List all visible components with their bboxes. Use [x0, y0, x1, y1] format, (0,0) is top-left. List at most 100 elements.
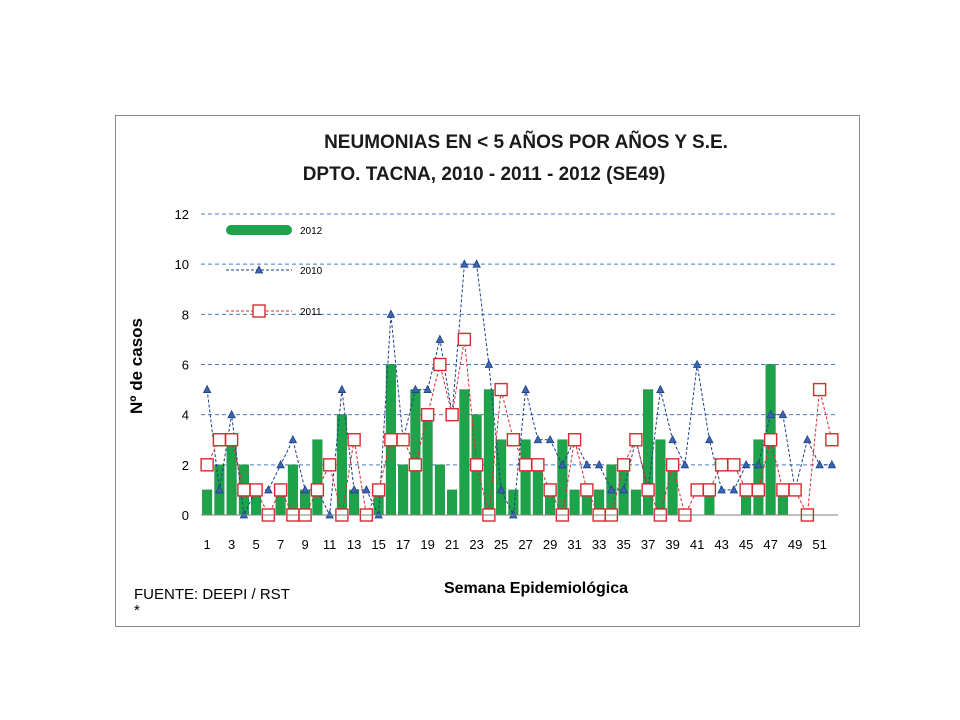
point-2010-week-48 — [778, 409, 788, 419]
point-2010-week-30 — [558, 459, 567, 469]
legend-marker-2011 — [252, 304, 266, 318]
x-tick-label-25: 25 — [494, 537, 508, 552]
point-2010-week-28 — [533, 434, 543, 444]
y-axis-ticks: 0 2 4 6 8 10 12 — [175, 207, 189, 523]
y-tick-label-10: 10 — [175, 257, 189, 272]
chart-title-line1: NEUMONIAS EN < 5 AÑOS POR AÑOS Y S.E. — [324, 131, 728, 153]
bar-2012-week-20 — [434, 464, 445, 516]
legend-label-2011: 2011 — [300, 307, 322, 318]
y-tick-label-4: 4 — [182, 408, 189, 423]
point-2010-week-20 — [435, 334, 445, 343]
legend-label-2012: 2012 — [300, 226, 323, 237]
point-2010-week-33 — [594, 459, 604, 469]
legend-swatch-2012 — [226, 225, 292, 235]
point-2010-week-13 — [349, 485, 359, 494]
point-2010-week-41 — [692, 359, 702, 368]
bar-2012-week-39 — [667, 464, 678, 516]
point-2011-week-35 — [616, 458, 631, 472]
x-tick-label-35: 35 — [616, 537, 630, 552]
point-2011-week-1 — [200, 458, 214, 472]
point-2010-week-16 — [386, 309, 396, 318]
x-tick-label-51: 51 — [812, 537, 826, 552]
point-2010-week-7 — [276, 459, 285, 469]
x-tick-label-29: 29 — [543, 537, 557, 552]
point-2011-week-22 — [457, 332, 472, 347]
x-tick-label-33: 33 — [592, 537, 606, 552]
legend: 2012 2010 2011 — [226, 225, 323, 318]
point-2011-week-21 — [445, 407, 459, 422]
bar-2012-week-25 — [496, 439, 507, 516]
x-tick-label-23: 23 — [469, 537, 483, 552]
x-tick-label-45: 45 — [739, 537, 753, 552]
x-tick-label-7: 7 — [277, 537, 284, 552]
point-2011-week-48 — [776, 483, 790, 497]
point-2010-week-9 — [300, 485, 310, 494]
point-2011-week-43 — [714, 458, 729, 472]
x-tick-label-15: 15 — [371, 537, 385, 552]
y-tick-label-2: 2 — [182, 458, 189, 473]
line-2010 — [206, 263, 832, 517]
point-2011-week-29 — [543, 483, 557, 497]
point-2011-week-7 — [273, 483, 288, 497]
y-tick-label-12: 12 — [175, 207, 189, 222]
point-2011-week-44 — [727, 458, 741, 472]
point-2011-week-39 — [665, 458, 680, 472]
chart-frame: NEUMONIAS EN < 5 AÑOS POR AÑOS Y S.E. DP… — [115, 115, 860, 627]
point-2010-week-39 — [668, 434, 677, 444]
y-tick-label-8: 8 — [182, 307, 189, 322]
point-2010-week-44 — [729, 485, 739, 494]
bar-2012-week-28 — [532, 464, 543, 516]
x-tick-label-31: 31 — [567, 537, 581, 552]
point-2010-week-19 — [423, 384, 432, 393]
line-2011 — [206, 339, 833, 517]
point-2011-week-42 — [702, 483, 717, 497]
point-2010-week-47 — [766, 409, 775, 419]
y-tick-label-0: 0 — [182, 508, 189, 523]
point-2011-week-46 — [751, 483, 766, 497]
point-2010-week-35 — [619, 485, 628, 494]
point-2010-week-45 — [741, 459, 751, 469]
point-2010-week-12 — [337, 384, 347, 393]
point-2010-week-6 — [264, 485, 273, 494]
x-tick-label-3: 3 — [228, 537, 235, 552]
bar-2012-week-10 — [312, 439, 323, 516]
point-2010-week-43 — [717, 485, 726, 494]
point-2011-week-10 — [310, 483, 325, 497]
point-2011-week-27 — [518, 458, 533, 472]
point-2010-week-8 — [288, 434, 298, 444]
chart-title-line2: DPTO. TACNA, 2010 - 2011 - 2012 (SE49) — [303, 164, 666, 185]
point-2010-week-50 — [803, 434, 812, 444]
bar-2012-week-27 — [520, 439, 531, 516]
chart-svg: NEUMONIAS EN < 5 AÑOS POR AÑOS Y S.E. DP… — [127, 131, 839, 619]
bar-2012-week-30 — [557, 439, 568, 516]
point-2011-week-13 — [347, 433, 361, 447]
source-note: FUENTE: DEEPI / RST — [134, 586, 290, 603]
point-2011-week-23 — [469, 458, 484, 472]
point-2011-week-26 — [506, 433, 521, 447]
x-tick-label-21: 21 — [445, 537, 459, 552]
bar-2012-week-24 — [483, 389, 494, 516]
x-axis-label: Semana Epidemiológica — [444, 580, 628, 597]
point-2011-week-31 — [567, 433, 582, 447]
point-2011-week-2 — [212, 433, 227, 447]
x-tick-label-13: 13 — [347, 537, 361, 552]
point-2011-week-5 — [249, 483, 263, 497]
point-2010-week-52 — [827, 459, 837, 469]
bar-2012-week-13 — [349, 489, 360, 516]
point-2010-week-14 — [362, 485, 371, 494]
point-2011-week-18 — [408, 458, 423, 472]
x-tick-label-41: 41 — [690, 537, 704, 552]
point-2011-week-19 — [420, 407, 435, 422]
bar-2012-week-1 — [202, 489, 213, 516]
point-2011-week-25 — [494, 382, 508, 397]
point-2010-week-46 — [754, 459, 763, 469]
point-2010-week-18 — [411, 384, 420, 393]
point-2011-week-16 — [384, 433, 398, 447]
point-2011-week-4 — [237, 483, 251, 497]
bar-2012-week-22 — [459, 389, 470, 516]
gridlines — [201, 213, 838, 466]
bar-2012-week-8 — [287, 464, 298, 516]
footnote-marker: * — [134, 602, 140, 619]
point-2011-week-32 — [580, 483, 594, 497]
bar-2012-week-3 — [226, 439, 237, 516]
